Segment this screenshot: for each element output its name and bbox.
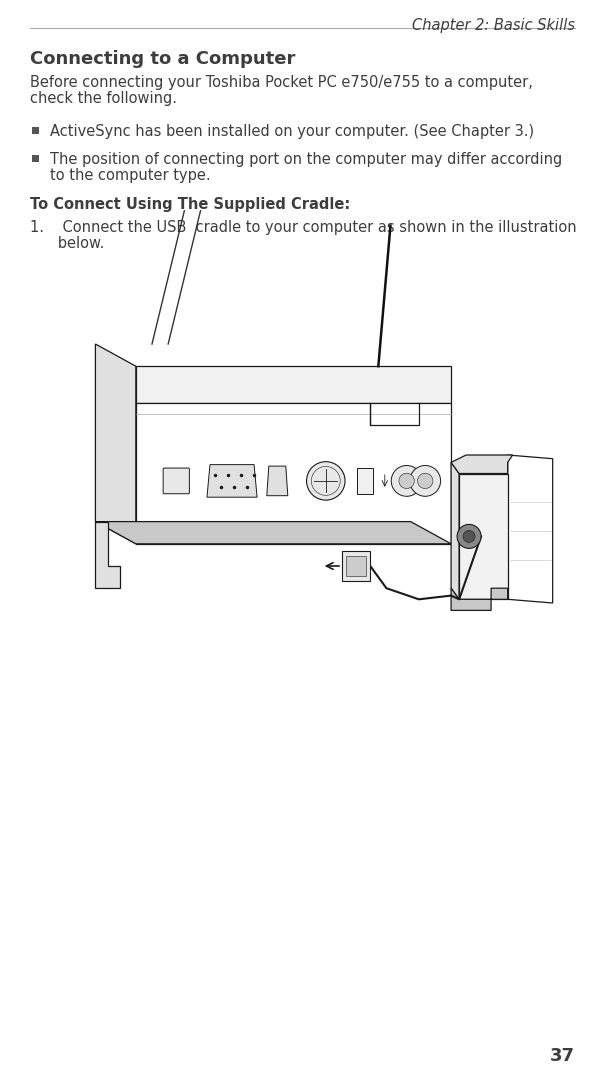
- Text: Connecting to a Computer: Connecting to a Computer: [30, 50, 295, 68]
- Circle shape: [307, 461, 345, 500]
- Bar: [346, 556, 366, 576]
- Circle shape: [410, 466, 440, 496]
- Text: 1.    Connect the USB  cradle to your computer as shown in the illustration: 1. Connect the USB cradle to your comput…: [30, 220, 577, 235]
- FancyBboxPatch shape: [163, 468, 189, 494]
- Text: 37: 37: [550, 1047, 575, 1065]
- Bar: [32, 127, 39, 133]
- Bar: [356, 468, 373, 494]
- Text: below.: below.: [30, 236, 104, 251]
- Polygon shape: [451, 462, 459, 599]
- Polygon shape: [508, 455, 553, 603]
- Polygon shape: [136, 403, 451, 544]
- Polygon shape: [451, 588, 508, 611]
- Text: To Connect Using The Supplied Cradle:: To Connect Using The Supplied Cradle:: [30, 197, 350, 212]
- Polygon shape: [267, 466, 288, 496]
- Polygon shape: [95, 344, 136, 544]
- Circle shape: [391, 466, 422, 496]
- Text: to the computer type.: to the computer type.: [50, 168, 211, 183]
- Circle shape: [417, 473, 433, 488]
- Text: check the following.: check the following.: [30, 91, 177, 106]
- Text: Before connecting your Toshiba Pocket PC e750/e755 to a computer,: Before connecting your Toshiba Pocket PC…: [30, 75, 533, 90]
- Circle shape: [463, 531, 475, 543]
- Bar: [342, 551, 370, 580]
- Circle shape: [457, 524, 481, 548]
- Text: ActiveSync has been installed on your computer. (See Chapter 3.): ActiveSync has been installed on your co…: [50, 123, 534, 139]
- Polygon shape: [95, 522, 120, 588]
- Text: Chapter 2: Basic Skills: Chapter 2: Basic Skills: [412, 18, 575, 32]
- Polygon shape: [207, 465, 257, 497]
- Circle shape: [399, 473, 414, 488]
- Polygon shape: [95, 522, 451, 544]
- Text: The position of connecting port on the computer may differ according: The position of connecting port on the c…: [50, 152, 562, 167]
- Polygon shape: [459, 473, 508, 599]
- Bar: [32, 155, 39, 161]
- Polygon shape: [451, 455, 513, 473]
- Polygon shape: [136, 366, 451, 403]
